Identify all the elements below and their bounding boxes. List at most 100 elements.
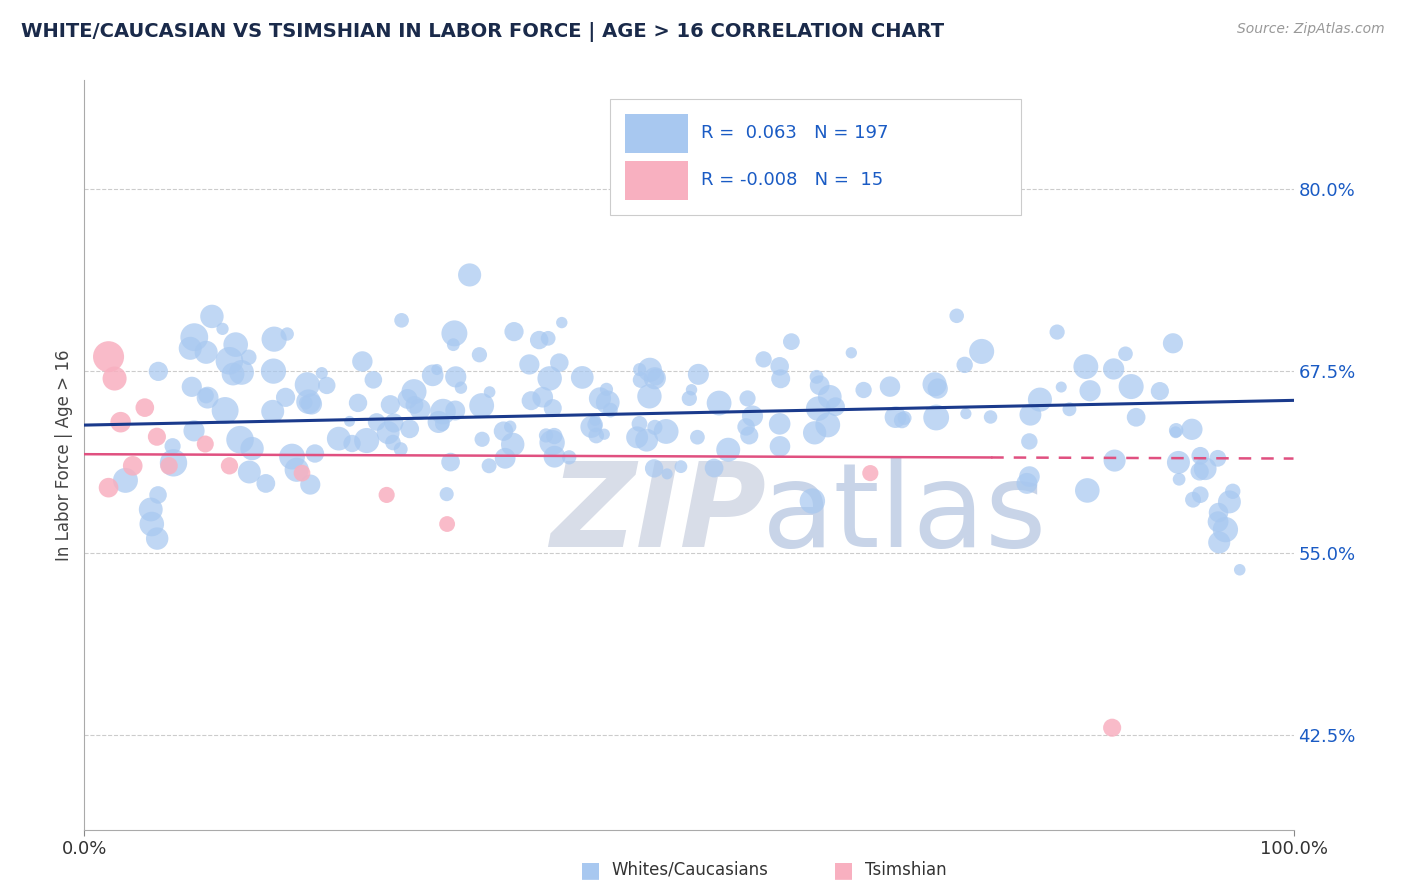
Point [339,414,361,428]
Point [114,474,136,488]
Point [402,384,425,399]
Point [852,383,875,397]
Point [589,392,612,406]
Point [389,442,412,457]
FancyBboxPatch shape [610,99,1022,215]
Point [548,356,571,370]
Point [1222,484,1244,499]
Point [381,435,404,450]
Point [436,516,458,531]
Point [366,415,388,429]
Point [146,532,169,546]
Point [315,378,337,392]
Point [301,397,323,411]
Point [824,400,846,414]
Point [211,322,233,336]
Point [377,425,399,440]
Point [97,350,120,364]
Point [806,369,828,384]
Text: R = -0.008   N =  15: R = -0.008 N = 15 [702,171,883,189]
Point [503,325,526,339]
Point [1114,347,1136,361]
Point [214,403,236,417]
Point [1208,506,1230,520]
Point [443,326,465,341]
Point [195,345,218,359]
Point [162,456,184,470]
Point [162,439,184,453]
Point [571,370,593,384]
Point [688,368,710,382]
Point [955,407,977,421]
Point [769,372,792,386]
Point [678,392,700,406]
Point [644,420,666,434]
Point [426,362,449,376]
Point [297,394,319,409]
Point [1166,423,1188,437]
Point [110,415,132,429]
Point [299,477,322,491]
Point [458,268,481,282]
Point [1018,434,1040,449]
Point [980,409,1002,424]
Point [517,358,540,372]
Point [148,364,170,378]
Point [294,395,316,409]
Point [139,502,162,516]
Point [1188,465,1211,479]
Point [520,393,543,408]
Point [1182,492,1205,507]
Point [478,458,501,473]
Point [380,398,402,412]
Point [121,458,143,473]
Point [363,373,385,387]
Point [543,429,565,443]
Point [717,442,740,457]
Point [238,350,260,364]
Point [1161,336,1184,351]
Point [970,344,993,359]
Point [1189,449,1212,463]
Point [543,450,565,464]
Point [409,402,432,417]
Point [225,337,247,351]
Point [179,341,201,355]
Point [104,371,127,385]
Point [1206,451,1229,466]
Point [626,430,648,444]
Point [422,368,444,383]
Point [644,370,666,384]
Point [356,434,378,448]
Point [1015,476,1038,491]
Point [157,458,180,473]
Point [183,330,205,344]
Point [1121,379,1143,393]
Point [494,451,516,466]
Text: atlas: atlas [762,458,1047,573]
Point [291,466,314,480]
Point [499,419,522,434]
Point [638,389,661,403]
Point [741,409,763,423]
Point [924,377,946,392]
Point [382,416,405,430]
Text: R =  0.063   N = 197: R = 0.063 N = 197 [702,124,889,142]
Point [201,310,224,324]
Y-axis label: In Labor Force | Age > 16: In Labor Force | Age > 16 [55,349,73,561]
Point [585,428,607,442]
Point [531,390,554,404]
Point [541,401,564,416]
Point [630,373,652,387]
Point [439,455,461,469]
Point [478,385,501,400]
Point [441,337,464,351]
Point [328,432,350,446]
FancyBboxPatch shape [624,161,688,200]
Point [396,392,419,406]
Point [262,364,284,378]
Point [263,332,285,346]
Point [655,467,678,481]
Point [1167,455,1189,469]
Point [1101,721,1123,735]
